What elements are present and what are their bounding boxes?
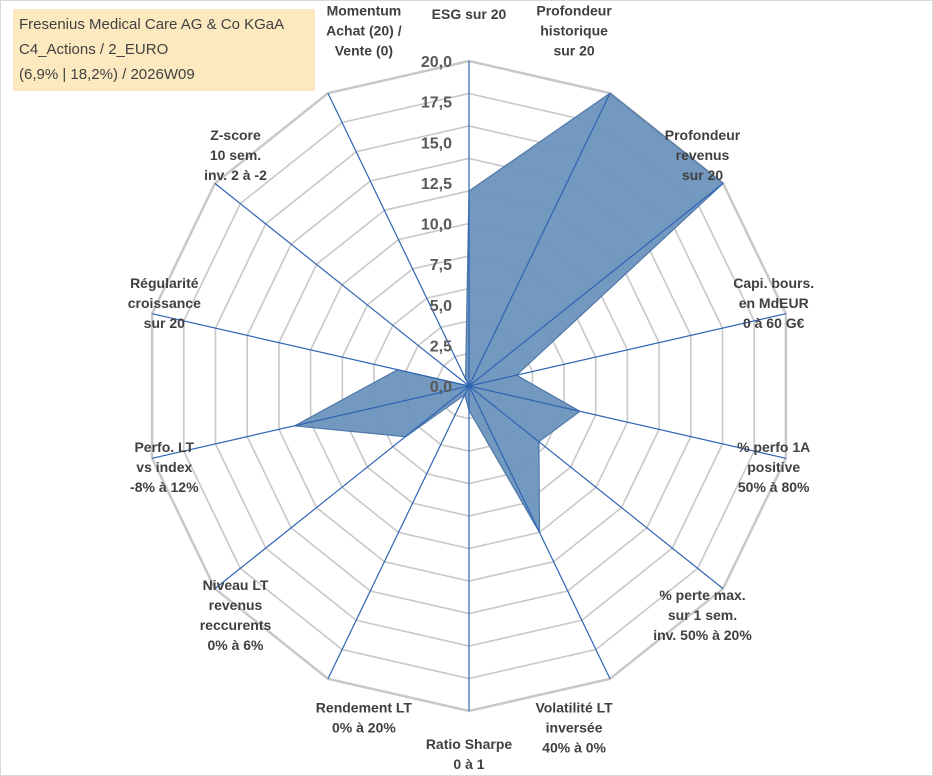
axis-label: Perfo. LT vs index -8% à 12% (130, 439, 199, 495)
title-company: Fresenius Medical Care AG & Co KGaA (19, 16, 285, 33)
axis-label-line: Rendement LT (316, 700, 413, 716)
axis-label: Régularité croissance sur 20 (128, 275, 201, 331)
axis-label: % perfo 1A positive 50% à 80% (737, 439, 810, 495)
axis-label-line: % perte max. (659, 587, 745, 603)
axis-label-line: 40% à 0% (542, 740, 606, 756)
axis-spoke (468, 385, 787, 459)
radial-tick-label: 10,0 (421, 217, 452, 234)
title-period: (6,9% | 18,2%) / 2026W09 (19, 66, 195, 83)
axis-label-line: 10 sem. (210, 147, 261, 163)
axis-label: % perte max. sur 1 sem. inv. 50% à 20% (653, 587, 752, 643)
axis-label-line: % perfo 1A (737, 439, 810, 455)
axis-spoke (327, 385, 470, 680)
axis-label-line: 0% à 6% (207, 637, 264, 653)
radial-tick-label: 17,5 (421, 95, 452, 112)
radial-tick-label: 2,5 (430, 338, 452, 355)
series-layer (292, 92, 725, 535)
axis-spoke (151, 313, 470, 387)
axis-label-line: croissance (128, 295, 201, 311)
label-layer: Note ESG sur 20 Profondeur historique sur 20… (128, 1, 814, 772)
axis-label-line: Ratio Sharpe (426, 736, 513, 752)
radial-tick-label: 12,5 (421, 176, 452, 193)
axis-label: Volatilité LT inversée 40% à 0% (535, 700, 613, 756)
axis-label-line: sur 20 (553, 43, 594, 59)
axis-label-line: 0% à 20% (332, 720, 396, 736)
axis-spoke (468, 92, 611, 387)
axis-label-line: Régularité (130, 275, 199, 291)
axis-label: Momentum Achat (20) / Vente (0) (326, 3, 402, 59)
axis-label-line: reccurents (200, 617, 272, 633)
axis-label: Rendement LT 0% à 20% (316, 700, 413, 736)
axis-label: Capi. bours. en MdEUR 0 à 60 G€ (733, 275, 814, 331)
radial-tick-label: 15,0 (421, 135, 452, 152)
axis-spoke (327, 92, 470, 387)
axis-label-line: Perfo. LT (134, 439, 194, 455)
axis-label-line: Niveau LT (203, 577, 269, 593)
axis-label-line: inv. 50% à 20% (653, 627, 752, 643)
axis-label-line: Z-score (210, 127, 261, 143)
axis-label-line: revenus (209, 597, 263, 613)
axis-label-line: vs index (136, 459, 192, 475)
axis-label-line: 0 à 1 (453, 756, 484, 772)
axis-label-line: 0 à 60 G€ (743, 315, 805, 331)
axis-label-line: sur 1 sem. (668, 607, 737, 623)
axis-label-line: historique (540, 23, 608, 39)
axis-label-line: ESG sur 20 (432, 6, 507, 22)
axis-label-line: Achat (20) / (326, 23, 402, 39)
radial-tick-label: 0,0 (430, 379, 452, 396)
axis-label-line: en MdEUR (739, 295, 809, 311)
axis-label-line: Profondeur (536, 3, 612, 19)
radial-tick-label: 20,0 (421, 54, 452, 71)
chart-title-box: Fresenius Medical Care AG & Co KGaA C4_A… (13, 9, 315, 91)
axis-spoke (468, 313, 787, 387)
axis-label: Ratio Sharpe 0 à 1 (426, 736, 513, 772)
axis-label-line: Vente (0) (335, 43, 393, 59)
radial-tick-label: 5,0 (430, 298, 452, 315)
axis-label-line: positive (747, 459, 800, 475)
axis-label: Note ESG sur 20 (432, 1, 507, 22)
axis-label-line: 50% à 80% (738, 479, 810, 495)
radial-tick-label: 7,5 (430, 257, 452, 274)
axis-label-line: sur 20 (144, 315, 185, 331)
axis-label-line: -8% à 12% (130, 479, 199, 495)
tick-layer: 0,0 2,5 5,0 7,5 10,0 12,5 15,0 17,5 20,0 (421, 54, 452, 396)
data-series-area (292, 92, 725, 535)
axis-label-line: sur 20 (682, 167, 723, 183)
axis-spoke (468, 182, 724, 387)
axis-label-line: Volatilité LT (535, 700, 613, 716)
title-category: C4_Actions / 2_EURO (19, 41, 169, 58)
axis-spoke (151, 385, 470, 459)
axis-label-line: Momentum (327, 3, 402, 19)
axis-label: Z-score 10 sem. inv. 2 à -2 (204, 127, 267, 183)
axis-spoke (214, 385, 470, 590)
axis-spoke (214, 182, 470, 387)
axis-spoke (468, 385, 724, 590)
axis-label-line: inversée (546, 720, 603, 736)
spoke-layer (151, 61, 787, 711)
axis-label-line: Profondeur (665, 127, 741, 143)
axis-spoke (468, 385, 611, 680)
axis-label: Niveau LT revenus reccurents 0% à 6% (200, 577, 272, 653)
axis-label: Profondeur revenus sur 20 (665, 127, 741, 183)
axis-label-line: Note (453, 1, 484, 2)
axis-label-line: Capi. bours. (733, 275, 814, 291)
axis-label-line: inv. 2 à -2 (204, 167, 267, 183)
axis-label: Profondeur historique sur 20 (536, 3, 612, 59)
axis-label-line: revenus (676, 147, 730, 163)
